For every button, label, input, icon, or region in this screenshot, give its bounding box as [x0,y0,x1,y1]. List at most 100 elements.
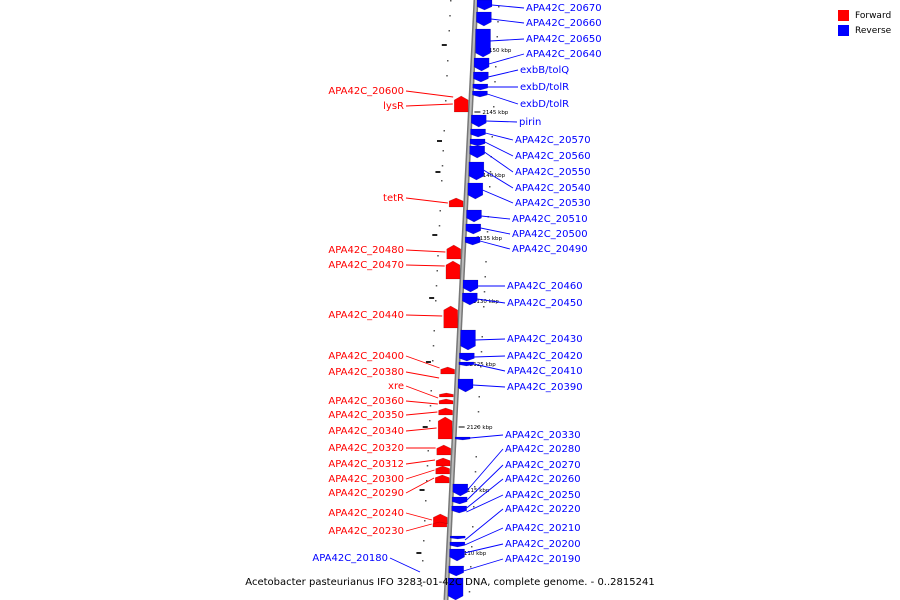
legend: Forward Reverse [838,8,891,38]
tick-dot [477,426,479,428]
reverse-gene-label: APA42C_20390 [507,382,583,393]
forward-gene-block [437,416,453,440]
tick-dash [419,489,425,491]
reverse-gene-block [458,361,475,367]
reverse-gene-label-leader [485,132,514,141]
reverse-gene-block [476,11,492,27]
forward-gene-block [435,465,450,475]
forward-gene-block [439,392,454,398]
reverse-gene-block [449,548,465,562]
tick-dot [446,75,448,77]
reverse-gene-label: pirin [519,117,541,128]
forward-gene-label-leader [405,385,439,399]
reverse-gene-label-leader [481,215,511,220]
reverse-gene-label: APA42C_20650 [526,34,602,45]
forward-gene-block [445,260,461,280]
forward-gene-block [446,244,461,260]
tick-dot [423,540,425,542]
forward-gene-label-leader [405,477,435,494]
tick-dot [496,36,498,38]
tick-dash [429,297,435,299]
forward-gene-label-leader [405,264,445,267]
reverse-gene-block [465,223,482,235]
reverse-gene-label: APA42C_20460 [507,281,583,292]
forward-gene-label: tetR [383,193,404,204]
reverse-gene-label-leader [485,120,518,123]
reverse-gene-block [447,577,464,600]
tick-dot [425,500,427,502]
reverse-gene-label-leader [476,298,506,304]
forward-gene-label: lysR [383,101,404,112]
tick-dot [485,261,487,263]
reverse-gene-label: APA42C_20210 [505,523,581,534]
reverse-gene-label: APA42C_20250 [505,490,581,501]
scale-label: 2145 kbp [482,110,508,116]
tick-dot [480,366,482,368]
forward-gene-label-leader [405,427,437,432]
reverse-gene-label-leader [490,18,525,24]
forward-gene-label: APA42C_20400 [328,351,404,362]
tick-dot [442,150,444,152]
tick-dot [429,420,431,422]
forward-gene-block [438,407,453,416]
forward-gene-block [436,444,451,456]
forward-gene-label-leader [405,469,435,480]
tick-dot [498,6,500,8]
tick-dot [430,390,432,392]
forward-gene-label: APA42C_20290 [328,488,404,499]
backbone [445,0,477,600]
tick-dot [474,486,476,488]
reverse-gene-block [449,535,466,540]
forward-gene-label: APA42C_20440 [328,310,404,321]
tick-dot [468,591,471,593]
forward-gene-block [453,95,469,113]
forward-gene-label-leader [405,314,443,317]
legend-reverse-label: Reverse [855,25,892,36]
scale-label: 2130 kbp [473,299,499,305]
forward-gene-label: APA42C_20240 [328,508,404,519]
forward-gene-label: APA42C_20340 [328,426,404,437]
reverse-gene-label: APA42C_20190 [505,554,581,565]
reverse-gene-label-leader [467,448,504,491]
reverse-gene-block [466,209,482,223]
reverse-gene-label: APA42C_20280 [505,444,581,455]
reverse-gene-label-leader [466,494,504,513]
legend-forward: Forward [838,8,891,23]
forward-gene-block [432,521,448,528]
tick-dot [475,456,477,458]
reverse-gene-block [451,496,468,505]
reverse-gene-label: APA42C_20540 [515,183,591,194]
scale-label: 2120 kbp [467,425,493,431]
tick-dot [448,30,450,32]
reverse-gene-label: exbB/tolQ [520,65,569,76]
reverse-gene-label: APA42C_20200 [505,539,581,550]
reverse-gene-block [457,378,474,393]
reverse-gene-label-leader [463,558,504,572]
reverse-gene-label: exbD/tolR [520,99,569,110]
reverse-gene-label: APA42C_20430 [507,334,583,345]
tick-dot [450,0,452,2]
forward-gene-label: APA42C_20380 [328,367,404,378]
reverse-gene-label-leader [479,240,511,250]
reverse-gene-label-leader [484,151,514,173]
tick-dot [497,21,499,23]
forward-gene-label: APA42C_20300 [328,474,404,485]
tick-dot [483,291,486,293]
reverse-gene-label-leader [470,434,504,439]
reverse-gene-block [475,28,491,58]
reverse-gene-label: APA42C_20450 [507,298,583,309]
forward-gene-label-leader [405,355,440,369]
forward-gene-label-leader [405,523,432,532]
reverse-gene-label-leader [474,355,506,358]
forward-gene-block [433,513,448,525]
reverse-gene-label: APA42C_20640 [526,49,602,60]
reverse-gene-label: APA42C_20420 [507,351,583,362]
reverse-gene-label: APA42C_20490 [512,244,588,255]
reverse-gene-label-leader [472,384,506,388]
scale-label: 2150 kbp [486,48,512,54]
scale-label: 2135 kbp [476,236,502,242]
forward-gene-block [435,474,450,484]
forward-gene-label-leader [405,512,433,521]
tick-dot [489,171,492,173]
